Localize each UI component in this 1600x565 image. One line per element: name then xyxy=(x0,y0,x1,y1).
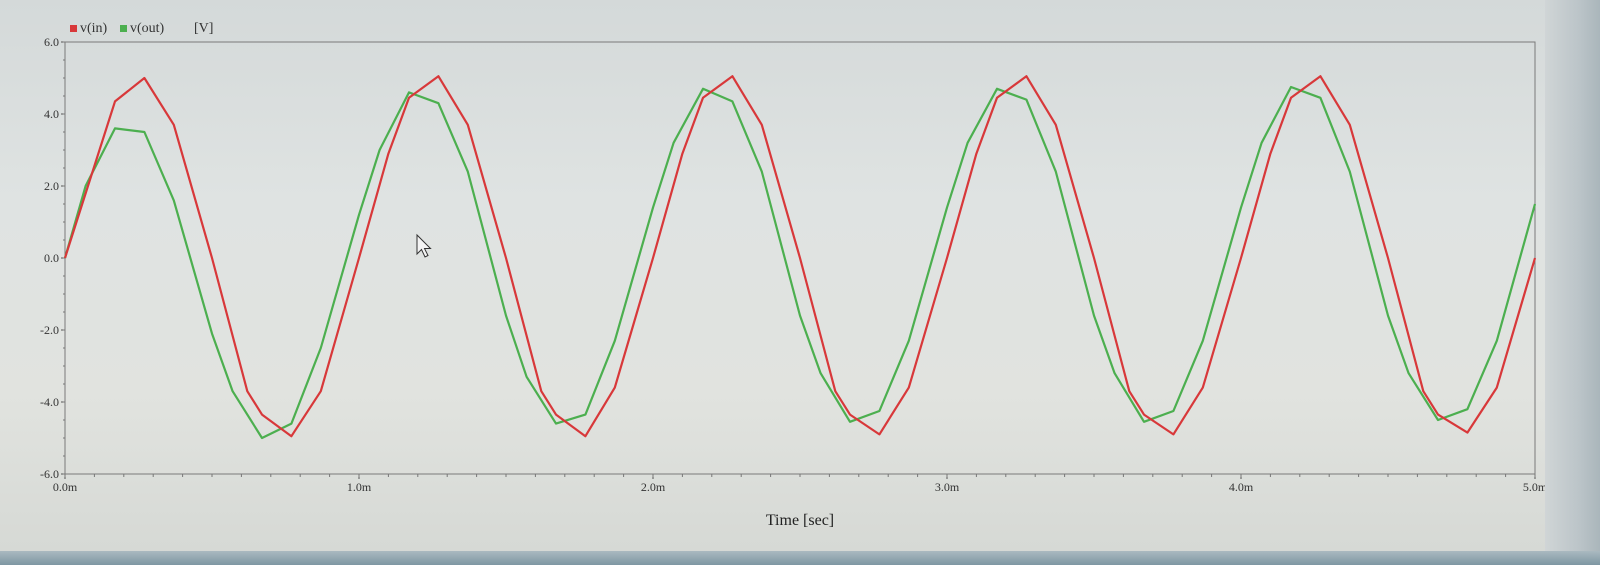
monitor-bezel-right xyxy=(1545,0,1600,565)
legend: v(in) v(out) [V] xyxy=(70,21,213,36)
x-tick-label: 0.0m xyxy=(53,480,78,494)
legend-swatch-v-out xyxy=(120,25,127,32)
series-line-v-out xyxy=(63,85,1537,440)
y-tick-label: 2.0 xyxy=(44,179,59,193)
y-unit-label: [V] xyxy=(194,21,213,36)
legend-label-v-in: v(in) xyxy=(80,21,108,36)
series-layer xyxy=(63,75,1537,440)
y-tick-label: -6.0 xyxy=(40,467,59,481)
x-tick-label: 1.0m xyxy=(347,480,372,494)
y-tick-label: 6.0 xyxy=(44,35,59,49)
x-tick-label: 3.0m xyxy=(935,480,960,494)
x-tick-label: 2.0m xyxy=(641,480,666,494)
y-tick-label: 4.0 xyxy=(44,107,59,121)
window-bottom-edge xyxy=(0,551,1600,565)
y-tick-label: 0.0 xyxy=(44,251,59,265)
x-axis-title: Time [sec] xyxy=(766,512,834,529)
x-axis: 0.0m 1.0m 2.0m 3.0m 4.0m 5.0m xyxy=(53,474,1548,494)
y-tick-label: -4.0 xyxy=(40,395,59,409)
legend-label-v-out: v(out) xyxy=(130,21,165,36)
mouse-cursor-icon xyxy=(416,233,432,258)
y-tick-label: -2.0 xyxy=(40,323,59,337)
x-tick-label: 4.0m xyxy=(1229,480,1254,494)
y-axis: 6.0 4.0 2.0 0.0 -2.0 -4.0 -6.0 xyxy=(40,35,65,481)
series-line-v-in xyxy=(63,75,1537,438)
x-tick-label: 5.0m xyxy=(1523,480,1548,494)
legend-swatch-v-in xyxy=(70,25,77,32)
